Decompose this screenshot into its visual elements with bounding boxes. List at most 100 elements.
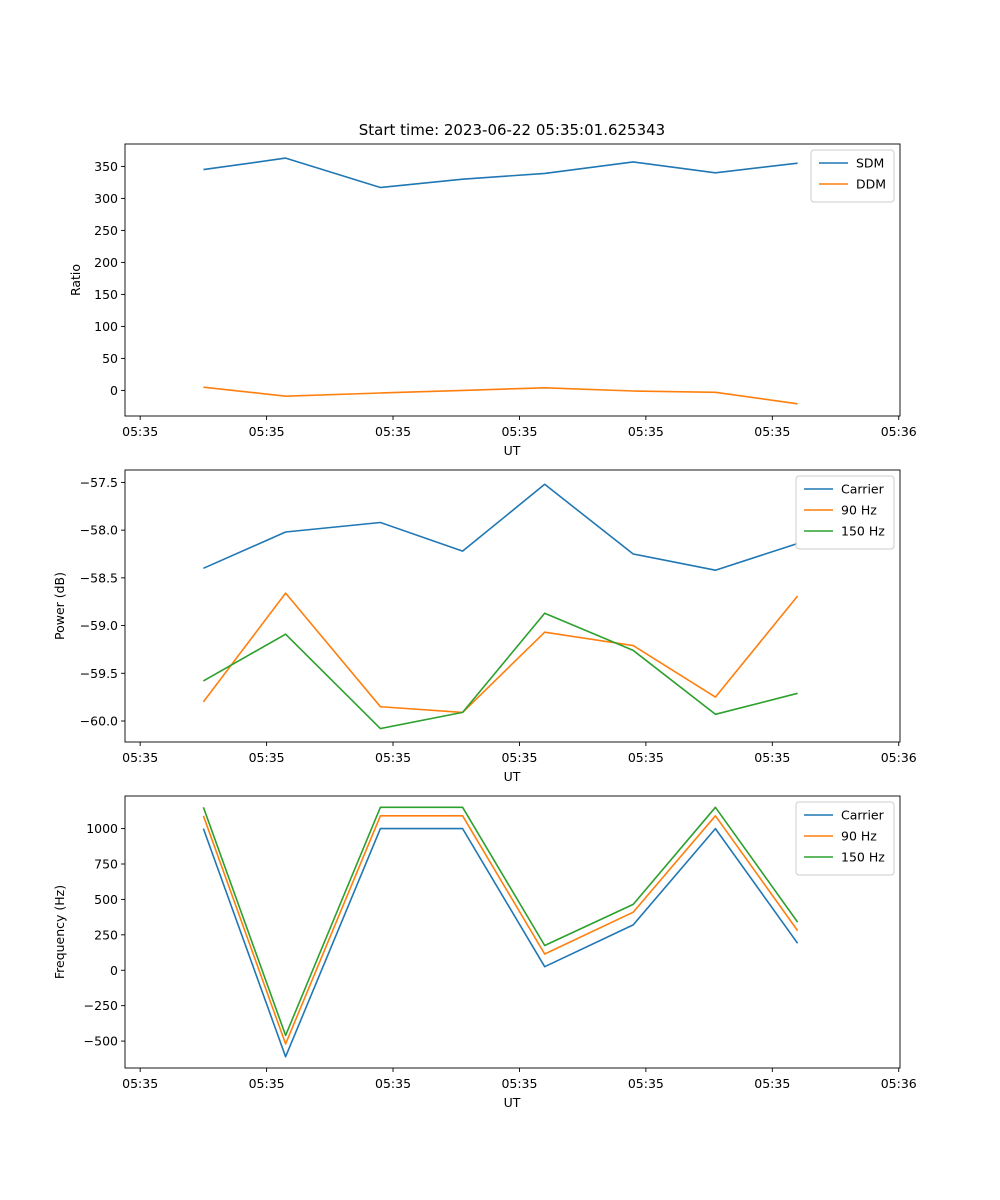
x-tick-label: 05:35 [754, 1076, 790, 1091]
y-tick-label: 300 [94, 191, 118, 206]
data-point [797, 403, 799, 405]
data-point [544, 612, 546, 614]
data-point [285, 1043, 287, 1045]
x-tick-label: 05:35 [501, 750, 537, 765]
subplot-1: 05:35 05:35 05:35 05:35 05:35 05:35 05:36 0 50 10… [68, 143, 917, 458]
x-tick-label: 05:35 [628, 1076, 664, 1091]
data-point [285, 633, 287, 635]
y-axis-label: Ratio [68, 264, 83, 296]
legend-label: 90 Hz [841, 503, 877, 518]
x-tick-label: 05:35 [754, 424, 790, 439]
series-line-ddm [203, 386, 798, 405]
y-axis-label: Frequency (Hz) [52, 885, 67, 979]
x-tick-label: 05:35 [754, 750, 790, 765]
legend-label: 150 Hz [841, 850, 885, 865]
data-point [380, 522, 382, 524]
data-point [632, 650, 634, 652]
x-axis-label: UT [504, 1095, 521, 1110]
data-point [544, 953, 546, 955]
data-point [715, 828, 717, 830]
legend: SDM DDM [810, 149, 895, 203]
x-tick-label: 05:35 [628, 424, 664, 439]
series-line-150-hz [203, 612, 798, 730]
x-tick-label: 05:36 [881, 1076, 917, 1091]
series-line-carrier [202, 827, 799, 1058]
y-tick-label: 150 [94, 287, 118, 302]
y-tick-label: 750 [94, 857, 118, 872]
legend-label: Carrier [841, 808, 885, 823]
data-point [380, 807, 382, 809]
data-point [203, 807, 205, 809]
data-point [380, 706, 382, 708]
data-point [797, 162, 799, 164]
y-tick-label: −60.0 [80, 714, 118, 729]
series-line-150-hz [202, 806, 799, 1037]
x-tick-label: 05:35 [122, 750, 158, 765]
axes-frame [124, 143, 901, 417]
data-point [632, 161, 634, 163]
data-point [285, 531, 287, 533]
data-point [544, 173, 546, 175]
data-point [462, 712, 464, 714]
y-tick-label: −250 [84, 998, 118, 1013]
data-point [715, 807, 717, 809]
data-point [797, 930, 799, 932]
x-axis-label: UT [504, 443, 521, 458]
data-point [797, 943, 799, 945]
data-point [380, 728, 382, 730]
y-tick-label: −58.5 [80, 570, 118, 585]
data-point [285, 157, 287, 159]
data-point [715, 815, 717, 817]
figure-title: Start time: 2023-06-22 05:35:01.625343 [359, 121, 665, 139]
series-line-carrier [203, 483, 798, 572]
y-tick-label: −59.0 [80, 618, 118, 633]
x-tick-label: 05:35 [375, 424, 411, 439]
data-point [380, 828, 382, 830]
data-point [462, 828, 464, 830]
data-point [544, 484, 546, 486]
data-point [632, 924, 634, 926]
x-tick-label: 05:35 [501, 424, 537, 439]
subplot-3: 05:35 05:35 05:35 05:35 05:35 05:35 05:36 −500 −… [52, 795, 917, 1110]
y-tick-label: 0 [110, 963, 118, 978]
x-tick-label: 05:36 [881, 750, 917, 765]
data-point [380, 815, 382, 817]
x-tick-label: 05:35 [501, 1076, 537, 1091]
axes-frame [124, 795, 901, 1069]
x-tick-label: 05:36 [881, 424, 917, 439]
data-point [544, 945, 546, 947]
data-point [285, 592, 287, 594]
data-point [715, 172, 717, 174]
data-point [285, 1035, 287, 1037]
y-tick-label: 250 [94, 927, 118, 942]
data-point [203, 680, 205, 682]
data-point [715, 392, 717, 394]
data-point [632, 911, 634, 913]
data-point [544, 631, 546, 633]
data-point [380, 187, 382, 189]
axes-frame [124, 469, 901, 743]
x-tick-label: 05:35 [122, 424, 158, 439]
data-point [544, 387, 546, 389]
y-tick-label: 200 [94, 255, 118, 270]
series-line-sdm [203, 157, 798, 189]
data-point [715, 714, 717, 716]
data-point [462, 807, 464, 809]
data-point [632, 553, 634, 555]
series-line-90-hz [202, 814, 799, 1045]
data-point [462, 550, 464, 552]
y-axis-label: Power (dB) [52, 572, 67, 640]
data-point [462, 815, 464, 817]
legend-label: 90 Hz [841, 829, 877, 844]
data-point [203, 386, 205, 388]
data-point [797, 693, 799, 695]
x-tick-label: 05:35 [122, 1076, 158, 1091]
legend: Carrier 90 Hz 150 Hz [795, 475, 895, 550]
subplot-2: 05:35 05:35 05:35 05:35 05:35 05:35 05:36 −60.0… [52, 469, 917, 784]
y-tick-label: 250 [94, 223, 118, 238]
legend: Carrier 90 Hz 150 Hz [795, 801, 895, 876]
y-tick-label: −58.0 [80, 523, 118, 538]
data-point [632, 390, 634, 392]
data-point [380, 392, 382, 394]
data-point [632, 904, 634, 906]
